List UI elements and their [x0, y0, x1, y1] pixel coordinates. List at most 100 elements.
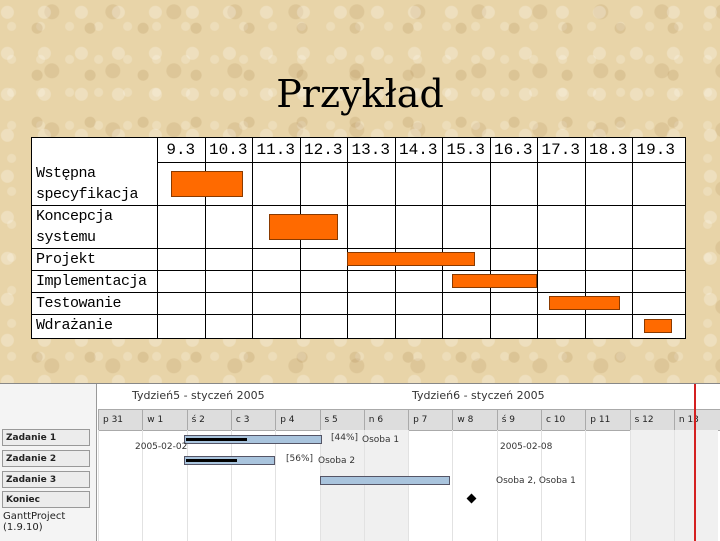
day-header-cell: w 1: [142, 410, 186, 430]
day-label: 13.3: [351, 141, 390, 159]
grid-column-line: [408, 430, 410, 541]
gantt-table: 9.3 10.3 11.3 12.3 13.3 14.3 15.3 16.3 17.3 18.3 1…: [31, 137, 686, 339]
grid-column-line: [452, 430, 454, 541]
grid-column-line: [541, 430, 542, 541]
task-label-line: Wdrażanie: [36, 317, 113, 334]
task-progress: [186, 459, 238, 462]
task-label-line: Koncepcja: [36, 208, 113, 225]
day-header-cell: s 5: [319, 410, 364, 430]
task-bar: [347, 252, 476, 266]
date-label: 2005-02-02: [135, 442, 188, 452]
day-header-cell: c 10: [541, 410, 585, 430]
week-header: Tydzień6 - styczeń 2005: [412, 389, 545, 402]
grid-column-line: [319, 430, 321, 541]
grid-column-line: [363, 430, 365, 541]
task-label: Wdrażanie: [36, 315, 113, 336]
task-list-pane: Zadanie 1 Zadanie 2 Zadanie 3 Koniec Gan…: [0, 384, 97, 541]
grid-column-line: [142, 430, 144, 541]
day-label: 10.3: [209, 141, 248, 159]
task-bar: [319, 476, 451, 485]
grid-line: [32, 292, 685, 293]
grid-line: [632, 138, 633, 338]
task-bar: [451, 274, 537, 288]
task-progress: [186, 438, 247, 441]
grid-column-line: [230, 430, 232, 541]
task-row: Zadanie 1: [2, 429, 90, 446]
task-label: Wstępna specyfikacja: [36, 163, 139, 205]
day-header-cell: n 13: [673, 410, 718, 430]
ganttproject-screenshot: Zadanie 1 Zadanie 2 Zadanie 3 Koniec Gan…: [0, 383, 720, 541]
date-label: 2005-02-08: [500, 442, 553, 452]
grid-column-line: [585, 430, 587, 541]
day-header-cell: p 31: [98, 410, 142, 430]
day-label: 17.3: [541, 141, 580, 159]
app-version-label: GanttProject (1.9.10): [3, 511, 66, 533]
day-label: 11.3: [256, 141, 295, 159]
day-header-cell: w 8: [452, 410, 496, 430]
grid-line: [32, 205, 685, 206]
task-label-line: systemu: [36, 229, 96, 246]
grid-line: [347, 138, 348, 338]
day-header-cell: p 4: [275, 410, 319, 430]
percent-label: [44%]: [331, 433, 359, 443]
grid-line: [32, 270, 685, 271]
grid-line: [252, 138, 253, 338]
task-label-line: Implementacja: [36, 273, 147, 290]
task-label: Testowanie: [36, 293, 122, 314]
task-row: Koniec: [2, 491, 90, 508]
day-label: 18.3: [589, 141, 628, 159]
weekend-column: [319, 430, 364, 541]
task-label-line: specyfikacja: [36, 186, 139, 203]
day-label: 12.3: [304, 141, 343, 159]
task-bar: [171, 170, 243, 197]
slide-title: Przykład: [276, 72, 444, 116]
task-label: Projekt: [36, 249, 96, 270]
day-label: 14.3: [399, 141, 438, 159]
resource-label: Osoba 1: [362, 435, 400, 445]
grid-line: [157, 138, 158, 338]
day-header-cell: n 6: [363, 410, 408, 430]
task-bar: [548, 296, 621, 310]
day-label: 16.3: [494, 141, 533, 159]
day-label: 9.3: [166, 141, 196, 159]
today-line: [694, 384, 696, 541]
task-label: Implementacja: [36, 271, 147, 292]
task-bar: [643, 318, 673, 333]
task-label-line: Projekt: [36, 251, 96, 268]
grid-line: [32, 314, 685, 315]
task-label-line: Wstępna: [36, 165, 96, 182]
day-header-cell: ś 2: [186, 410, 231, 430]
grid-column-line: [186, 430, 188, 541]
grid-line: [32, 248, 685, 249]
percent-label: [56%]: [286, 454, 314, 464]
day-label: 19.3: [636, 141, 675, 159]
grid-line: [442, 138, 443, 338]
week-header: Tydzień5 - styczeń 2005: [132, 389, 265, 402]
day-header-cell: ś 9: [496, 410, 541, 430]
milestone-marker: [466, 493, 477, 504]
day-label: 15.3: [446, 141, 485, 159]
grid-column-line: [98, 430, 99, 541]
weekend-column: [673, 430, 719, 541]
weekend-column: [363, 430, 409, 541]
weekend-column: [629, 430, 674, 541]
day-header-cell: c 3: [230, 410, 275, 430]
task-row: Zadanie 2: [2, 450, 90, 467]
grid-line: [394, 138, 396, 338]
day-header-cell: p 11: [585, 410, 629, 430]
grid-column-line: [496, 430, 498, 541]
task-label-line: Testowanie: [36, 295, 122, 312]
grid-column-line: [673, 430, 675, 541]
grid-column-line: [629, 430, 631, 541]
grid-line: [584, 138, 586, 338]
grid-line: [537, 138, 538, 338]
grid-line: [204, 138, 206, 338]
day-header-cell: s 12: [629, 410, 674, 430]
task-label: Koncepcja systemu: [36, 206, 113, 248]
grid-column-line: [275, 430, 277, 541]
day-header-cell: p 7: [408, 410, 452, 430]
grid-line: [157, 162, 685, 163]
task-row: Zadanie 3: [2, 471, 90, 488]
grid-line: [489, 138, 491, 338]
